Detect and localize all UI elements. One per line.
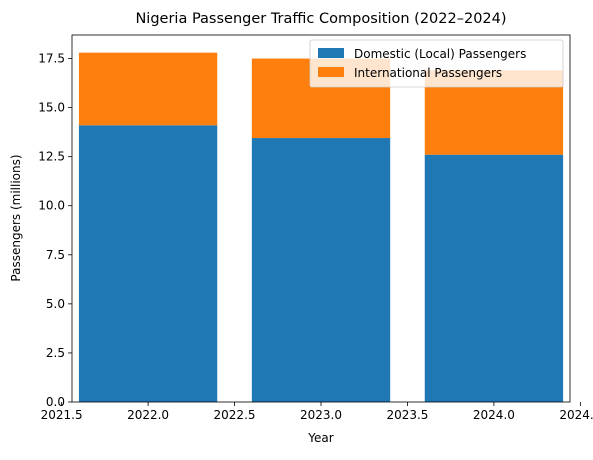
x-tick-label: 2024.0 (473, 408, 515, 422)
bar-domestic-2023 (251, 138, 391, 402)
x-tick-label: 2022.5 (214, 408, 256, 422)
bar-international-2022 (78, 52, 218, 126)
x-tick-label: 2022.0 (127, 408, 169, 422)
y-tick-label: 15.0 (38, 101, 65, 115)
x-axis: 2021.5 2022.0 2022.5 2023.0 2023.5 2024.0 2024… (41, 402, 593, 422)
legend-box (309, 39, 564, 88)
chart-title: Nigeria Passenger Traffic Composition (2… (135, 11, 506, 27)
x-tick-label: 2023.0 (300, 408, 342, 422)
plot-frame (71, 34, 571, 403)
x-tick-label: 2021.5 (41, 408, 83, 422)
x-tick-label: 2023.5 (386, 408, 428, 422)
legend: Domestic (Local) Passengers International… (309, 39, 564, 88)
y-tick-label: 12.5 (38, 150, 65, 164)
legend-label-international: International Passengers (354, 66, 502, 80)
x-tick-label: 2024.5 (559, 408, 593, 422)
y-tick-label: 10.0 (38, 199, 65, 213)
y-tick-label: 5.0 (46, 297, 65, 311)
bar-group (78, 52, 564, 402)
y-tick-label: 2.5 (46, 346, 65, 360)
y-tick-label: 17.5 (38, 52, 65, 66)
legend-swatch-international (318, 67, 344, 77)
y-tick-label: 7.5 (46, 248, 65, 262)
legend-swatch-domestic (318, 48, 344, 58)
y-tick-label: 0.0 (46, 395, 65, 409)
legend-label-domestic: Domestic (Local) Passengers (354, 47, 526, 61)
x-axis-label: Year (307, 431, 333, 445)
y-axis-label: Passengers (millions) (9, 154, 23, 281)
bar-domestic-2024 (424, 154, 564, 402)
y-axis: 0.0 2.5 5.0 7.5 10.0 12.5 15.0 17.5 (38, 52, 72, 409)
bar-domestic-2022 (78, 125, 218, 402)
